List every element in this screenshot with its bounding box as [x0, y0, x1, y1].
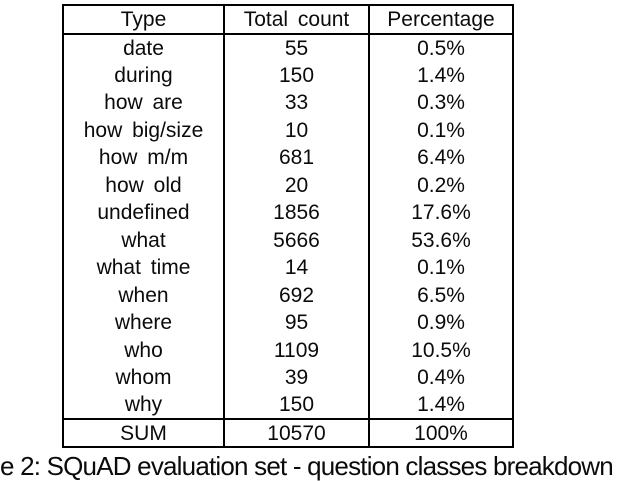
cell-type: what: [62, 226, 225, 254]
table-row: whom 39 0.4%: [62, 364, 514, 392]
cell-percentage: 10.5%: [368, 336, 514, 364]
cell-type: undefined: [62, 199, 225, 227]
cell-count: 10: [223, 116, 370, 144]
header-percentage: Percentage: [368, 5, 514, 35]
cell-sum-percentage: 100%: [368, 418, 514, 447]
question-classes-table: Type Total count Percentage date 55 0.5%…: [62, 4, 514, 448]
table-row: how old 20 0.2%: [62, 171, 514, 199]
cell-count: 150: [223, 61, 370, 89]
cell-count: 1109: [223, 336, 370, 364]
cell-type: when: [62, 281, 225, 309]
cell-count: 1856: [223, 199, 370, 227]
table-row: what 5666 53.6%: [62, 226, 514, 254]
cell-type: how are: [62, 89, 225, 117]
cell-count: 150: [223, 391, 370, 419]
cell-type: date: [62, 34, 225, 62]
table-row: how m/m 681 6.4%: [62, 144, 514, 172]
cell-percentage: 0.1%: [368, 254, 514, 282]
table-caption: e 2: SQuAD evaluation set - question cla…: [0, 451, 614, 481]
cell-type: how m/m: [62, 144, 225, 172]
cell-count: 5666: [223, 226, 370, 254]
table-row: what time 14 0.1%: [62, 254, 514, 282]
table-row: where 95 0.9%: [62, 309, 514, 337]
table-row: who 1109 10.5%: [62, 336, 514, 364]
table-row: date 55 0.5%: [62, 34, 514, 62]
cell-type: why: [62, 391, 225, 419]
cell-count: 14: [223, 254, 370, 282]
table-row: why 150 1.4%: [62, 391, 514, 419]
cell-percentage: 1.4%: [368, 61, 514, 89]
cell-count: 692: [223, 281, 370, 309]
table-header-row: Type Total count Percentage: [62, 5, 514, 35]
cell-count: 95: [223, 309, 370, 337]
header-type: Type: [62, 5, 225, 35]
cell-percentage: 6.4%: [368, 144, 514, 172]
cell-type: what time: [62, 254, 225, 282]
cell-percentage: 0.2%: [368, 171, 514, 199]
cell-sum-label: SUM: [62, 418, 225, 447]
cell-percentage: 6.5%: [368, 281, 514, 309]
table-row: when 692 6.5%: [62, 281, 514, 309]
cell-percentage: 0.3%: [368, 89, 514, 117]
cell-type: how big/size: [62, 116, 225, 144]
cell-sum-count: 10570: [223, 418, 370, 447]
cell-percentage: 17.6%: [368, 199, 514, 227]
cell-type: whom: [62, 364, 225, 392]
cell-count: 39: [223, 364, 370, 392]
cell-percentage: 0.5%: [368, 34, 514, 62]
cell-percentage: 0.9%: [368, 309, 514, 337]
cell-type: during: [62, 61, 225, 89]
cell-count: 55: [223, 34, 370, 62]
cell-type: how old: [62, 171, 225, 199]
header-total-count: Total count: [223, 5, 370, 35]
cell-count: 33: [223, 89, 370, 117]
cell-type: who: [62, 336, 225, 364]
table-sum-row: SUM 10570 100%: [62, 418, 514, 447]
table-row: undefined 1856 17.6%: [62, 199, 514, 227]
cell-percentage: 53.6%: [368, 226, 514, 254]
cell-percentage: 0.1%: [368, 116, 514, 144]
cell-percentage: 0.4%: [368, 364, 514, 392]
table-row: how are 33 0.3%: [62, 89, 514, 117]
table-row: during 150 1.4%: [62, 61, 514, 89]
cell-percentage: 1.4%: [368, 391, 514, 419]
cell-count: 20: [223, 171, 370, 199]
cell-count: 681: [223, 144, 370, 172]
table-row: how big/size 10 0.1%: [62, 116, 514, 144]
cell-type: where: [62, 309, 225, 337]
